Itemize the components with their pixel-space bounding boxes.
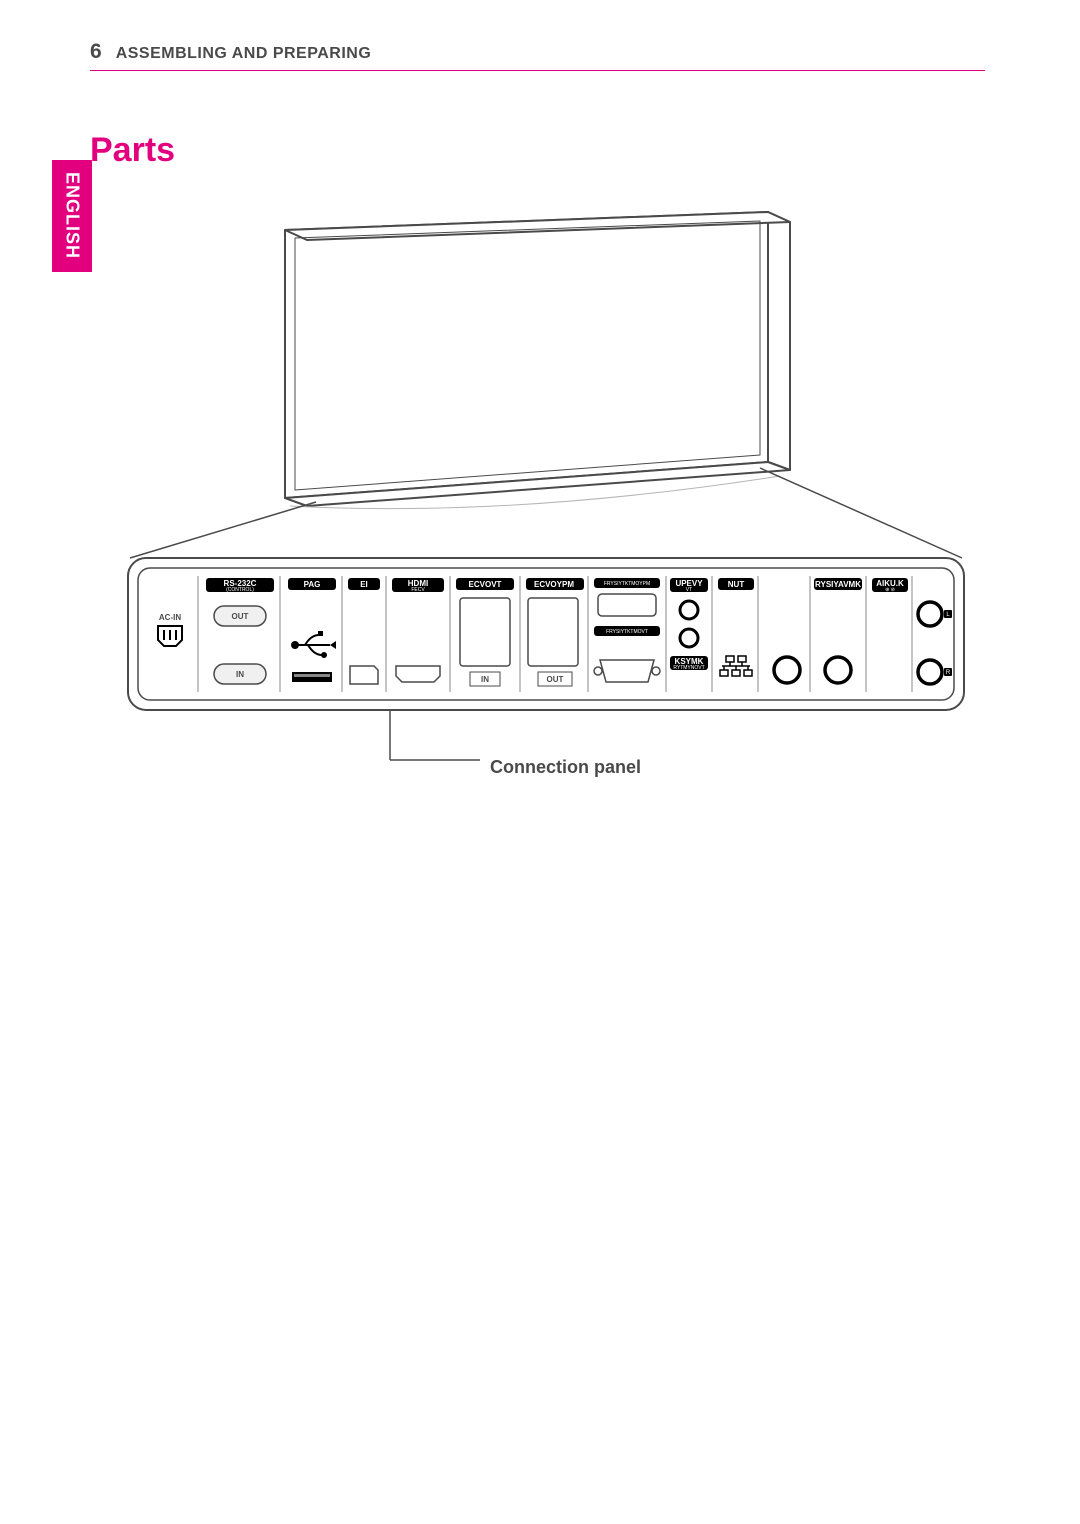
dp-label: EI: [360, 580, 368, 589]
page-header: 6 ASSEMBLING AND PREPARING: [90, 40, 985, 71]
dvi-in-label: ECVOVT: [469, 580, 502, 589]
usb-label: PAG: [304, 580, 321, 589]
monitor-outline: [285, 212, 790, 509]
hdmi-sub: FECV: [411, 587, 425, 593]
page-number: 6: [90, 40, 102, 64]
rgb-top: FRYSIYTKTMOYPM: [604, 581, 650, 587]
dvi-out-sub: OUT: [547, 675, 564, 684]
svg-text:⊕ ⊘: ⊕ ⊘: [885, 587, 895, 593]
rgb-bot: FRYSIYTKTMOVT: [606, 629, 648, 635]
language-tab: ENGLISH: [52, 160, 92, 272]
irout-r: R: [946, 670, 951, 676]
dvi-in-sub: IN: [481, 675, 489, 684]
connection-panel-caption: Connection panel: [490, 757, 641, 778]
rs232c-sub: (CONTROL): [226, 587, 254, 593]
rs232c-in: IN: [236, 670, 244, 679]
acin-label: AC-IN: [159, 613, 181, 622]
audio-sub: VT: [686, 587, 692, 593]
speaker-label: RYSIYAVMK: [815, 580, 861, 589]
heading-parts: Parts: [90, 131, 985, 170]
rs232c-out: OUT: [232, 612, 249, 621]
audio-bot-sub: RYTMYNOVT: [673, 665, 704, 671]
lan-label: NUT: [728, 580, 745, 589]
language-tab-label: ENGLISH: [62, 172, 83, 259]
dvi-out-label: ECVOYPM: [534, 580, 574, 589]
section-title: ASSEMBLING AND PREPARING: [116, 45, 372, 63]
parts-figure: AC-IN RS-232C (CONTROL) OUT IN PAG: [90, 200, 985, 720]
